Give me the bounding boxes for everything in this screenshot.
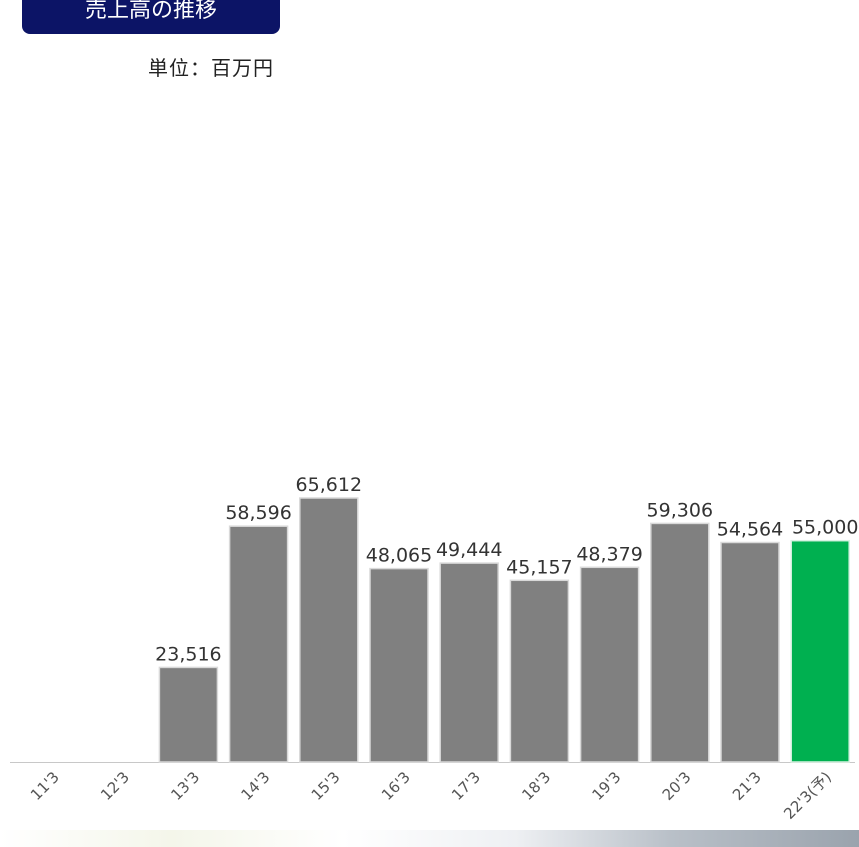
- x-tick-label: 15'3: [308, 768, 344, 804]
- x-tick-label: 18'3: [518, 768, 554, 804]
- bar-13'3: [158, 666, 219, 763]
- data-label-22'3(予): 55,000: [792, 517, 858, 539]
- x-tick-label: 13'3: [167, 768, 203, 804]
- x-tick-label: 11'3: [27, 768, 63, 804]
- x-tick-label: 17'3: [448, 768, 484, 804]
- data-label-16'3: 48,065: [366, 545, 432, 567]
- chart-title-box: 売上高の推移: [22, 0, 280, 34]
- x-tick-label: 20'3: [659, 768, 695, 804]
- data-label-14'3: 58,596: [225, 502, 291, 524]
- data-label-19'3: 48,379: [576, 543, 642, 565]
- data-label-13'3: 23,516: [155, 643, 221, 665]
- bar-20'3: [650, 522, 710, 763]
- bar-19'3: [579, 566, 640, 763]
- x-tick-label: 21'3: [729, 768, 765, 804]
- bar-15'3: [299, 497, 359, 763]
- bar-14'3: [228, 525, 289, 763]
- data-label-15'3: 65,612: [296, 474, 362, 496]
- data-label-17'3: 49,444: [436, 539, 502, 561]
- x-tick-label: 22'3(予): [780, 768, 835, 823]
- bar-18'3: [509, 579, 570, 763]
- x-tick-label: 12'3: [97, 768, 133, 804]
- unit-label: 単位：百万円: [148, 56, 274, 80]
- bar-21'3: [720, 541, 780, 763]
- bar-17'3: [439, 562, 499, 763]
- x-tick-label: 16'3: [378, 768, 414, 804]
- background-photo-strip: [0, 830, 859, 847]
- chart-title: 売上高の推移: [84, 0, 217, 23]
- data-label-18'3: 45,157: [506, 556, 572, 578]
- data-label-21'3: 54,564: [717, 519, 783, 541]
- bar-16'3: [369, 567, 429, 763]
- x-tick-label: 14'3: [238, 768, 274, 804]
- data-label-20'3: 59,306: [647, 499, 713, 521]
- x-tick-label: 19'3: [589, 768, 625, 804]
- bar-22'3(予): [790, 539, 850, 763]
